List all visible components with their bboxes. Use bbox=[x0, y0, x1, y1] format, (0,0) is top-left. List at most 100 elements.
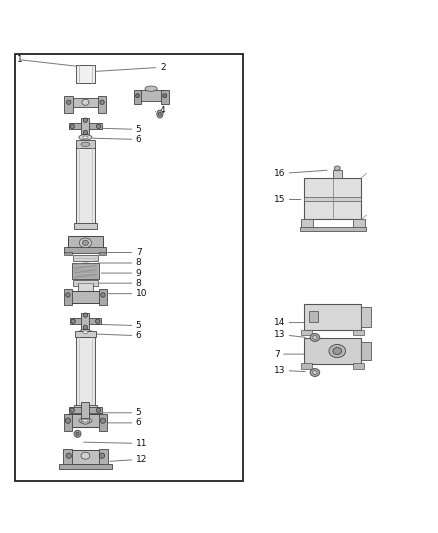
Bar bbox=[64, 247, 106, 253]
Text: 5: 5 bbox=[97, 408, 141, 417]
Bar bbox=[68, 290, 103, 303]
Text: 6: 6 bbox=[94, 418, 141, 427]
Ellipse shape bbox=[95, 319, 100, 324]
Ellipse shape bbox=[159, 112, 162, 116]
Ellipse shape bbox=[313, 370, 317, 375]
Bar bbox=[74, 223, 97, 229]
Ellipse shape bbox=[79, 238, 92, 248]
Bar bbox=[98, 96, 106, 113]
Ellipse shape bbox=[83, 325, 88, 329]
Bar bbox=[161, 91, 169, 104]
Text: 5: 5 bbox=[97, 321, 141, 330]
Bar bbox=[59, 464, 112, 469]
Bar bbox=[99, 414, 107, 431]
Bar bbox=[304, 178, 361, 220]
Bar bbox=[309, 311, 318, 322]
Ellipse shape bbox=[66, 293, 70, 297]
Ellipse shape bbox=[310, 368, 320, 376]
Ellipse shape bbox=[74, 430, 81, 437]
Bar bbox=[304, 304, 361, 330]
Ellipse shape bbox=[313, 335, 317, 340]
Ellipse shape bbox=[101, 293, 105, 297]
Bar bbox=[72, 98, 99, 107]
Bar bbox=[81, 313, 89, 329]
Ellipse shape bbox=[96, 124, 101, 128]
Text: 8: 8 bbox=[99, 279, 141, 288]
Bar bbox=[66, 450, 105, 464]
Text: 13: 13 bbox=[274, 330, 305, 339]
Text: 7: 7 bbox=[108, 248, 141, 257]
Bar bbox=[76, 65, 95, 84]
Ellipse shape bbox=[99, 453, 105, 458]
Ellipse shape bbox=[81, 417, 90, 424]
Ellipse shape bbox=[329, 344, 346, 358]
Bar bbox=[78, 283, 93, 293]
Bar bbox=[63, 449, 72, 465]
Bar bbox=[73, 280, 98, 286]
Bar bbox=[69, 407, 102, 413]
Ellipse shape bbox=[96, 408, 101, 413]
Bar bbox=[99, 253, 106, 255]
Bar bbox=[99, 289, 107, 304]
Bar bbox=[64, 289, 72, 304]
Ellipse shape bbox=[65, 418, 71, 423]
Bar bbox=[64, 414, 72, 431]
Ellipse shape bbox=[70, 408, 74, 413]
Ellipse shape bbox=[100, 418, 106, 423]
Ellipse shape bbox=[145, 86, 157, 91]
Text: 1: 1 bbox=[17, 55, 22, 64]
Ellipse shape bbox=[333, 348, 342, 354]
Bar bbox=[304, 197, 361, 201]
Bar bbox=[76, 140, 95, 148]
Bar bbox=[361, 307, 371, 327]
Ellipse shape bbox=[162, 94, 166, 98]
Bar bbox=[353, 364, 364, 369]
Text: 9: 9 bbox=[101, 269, 141, 278]
Ellipse shape bbox=[67, 100, 71, 104]
Ellipse shape bbox=[79, 329, 92, 335]
Ellipse shape bbox=[135, 94, 139, 98]
Bar bbox=[75, 332, 96, 337]
Bar bbox=[333, 170, 342, 178]
Ellipse shape bbox=[100, 100, 104, 104]
Text: 14: 14 bbox=[274, 318, 304, 327]
Bar bbox=[76, 336, 95, 408]
Ellipse shape bbox=[83, 313, 88, 317]
Bar bbox=[361, 342, 371, 360]
Text: 15: 15 bbox=[274, 195, 301, 204]
Ellipse shape bbox=[76, 432, 79, 435]
Ellipse shape bbox=[82, 99, 89, 106]
Bar bbox=[76, 147, 95, 225]
Bar bbox=[81, 402, 89, 418]
Ellipse shape bbox=[79, 418, 92, 423]
Ellipse shape bbox=[334, 166, 340, 171]
Text: 6: 6 bbox=[92, 135, 141, 144]
Bar bbox=[68, 414, 103, 427]
Ellipse shape bbox=[81, 142, 90, 147]
Text: 4: 4 bbox=[155, 106, 166, 115]
Bar bbox=[353, 329, 364, 335]
Ellipse shape bbox=[83, 136, 88, 139]
Ellipse shape bbox=[83, 419, 88, 422]
Ellipse shape bbox=[82, 240, 88, 246]
Bar bbox=[64, 253, 72, 255]
Text: 7: 7 bbox=[274, 350, 304, 359]
Bar bbox=[74, 405, 97, 412]
Bar bbox=[301, 219, 313, 228]
Text: 11: 11 bbox=[84, 439, 147, 448]
Ellipse shape bbox=[310, 334, 320, 342]
Bar bbox=[64, 96, 73, 113]
Text: 12: 12 bbox=[110, 455, 147, 464]
Ellipse shape bbox=[81, 452, 90, 459]
Ellipse shape bbox=[66, 453, 71, 458]
Bar bbox=[304, 338, 361, 364]
Bar bbox=[140, 91, 162, 101]
Ellipse shape bbox=[157, 110, 163, 118]
Bar bbox=[72, 263, 99, 279]
Bar bbox=[70, 318, 101, 324]
Text: 13: 13 bbox=[274, 366, 305, 375]
Ellipse shape bbox=[83, 118, 88, 123]
Bar bbox=[301, 329, 312, 335]
Bar bbox=[134, 91, 141, 104]
Bar bbox=[15, 54, 243, 481]
